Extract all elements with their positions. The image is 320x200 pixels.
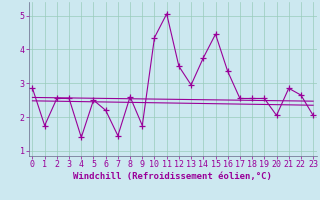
X-axis label: Windchill (Refroidissement éolien,°C): Windchill (Refroidissement éolien,°C) — [73, 172, 272, 181]
